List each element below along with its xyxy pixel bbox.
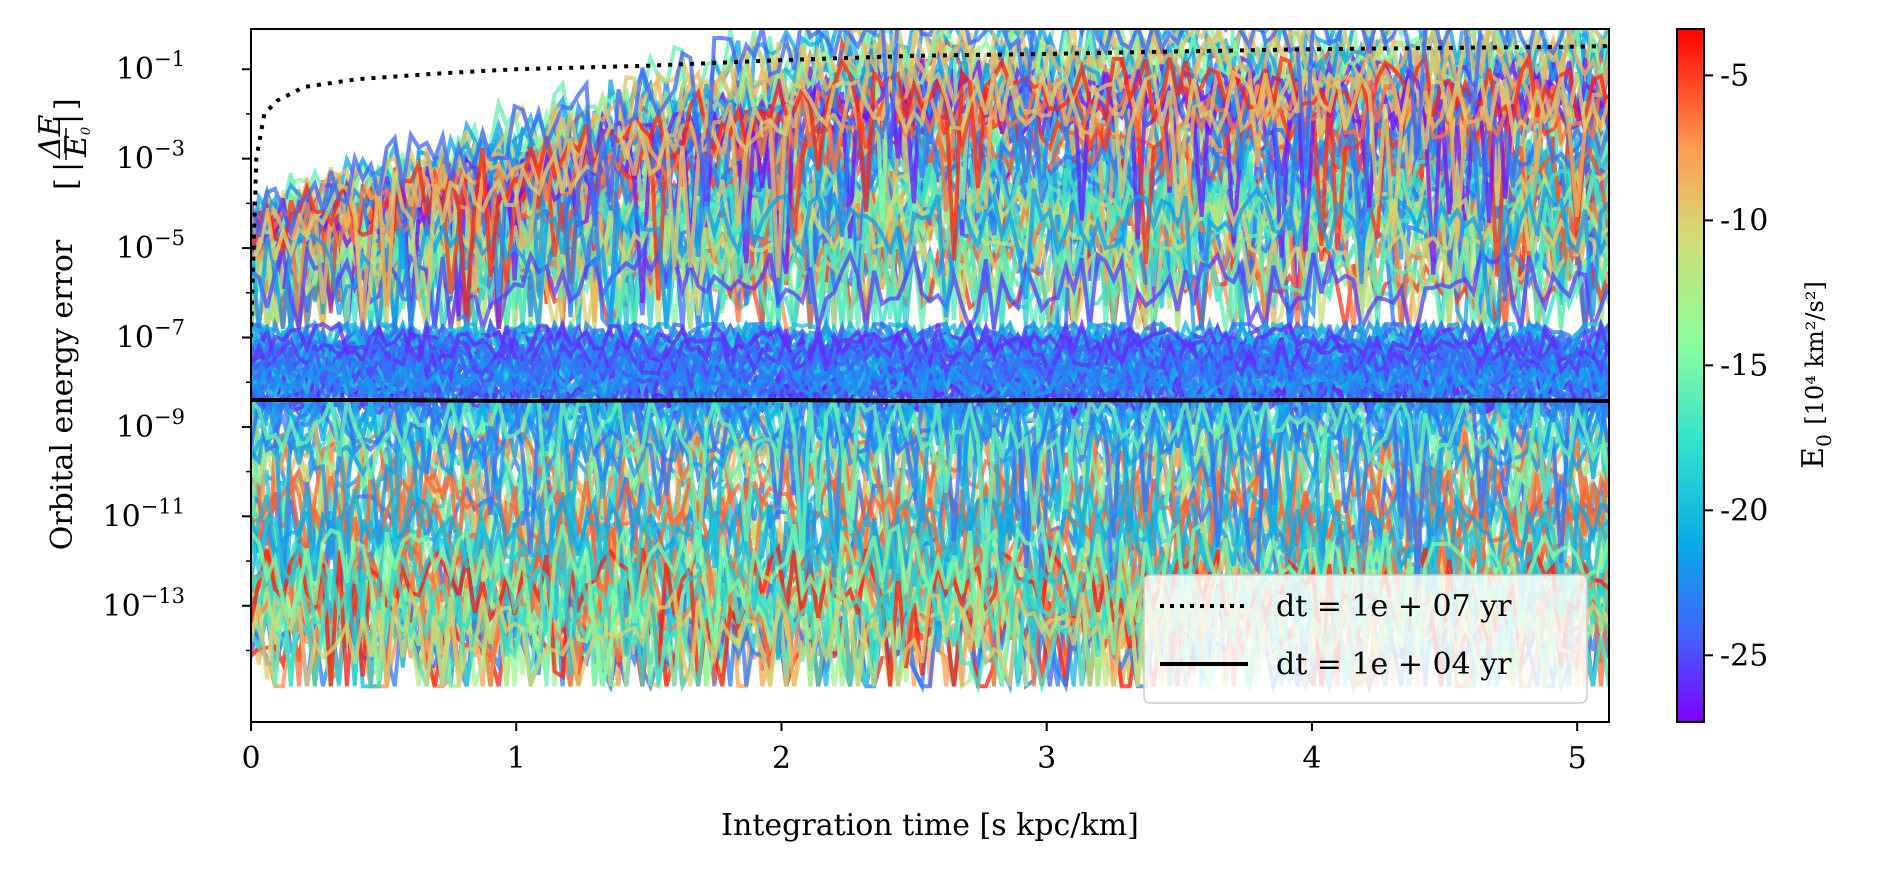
y-tick-label: 10−5 bbox=[116, 226, 185, 266]
orbit-error-curve bbox=[251, 364, 1609, 418]
y-formula-bar-open: | bbox=[49, 162, 84, 172]
legend-label-dotted: dt = 1e + 07 yr bbox=[1276, 589, 1512, 624]
y-axis-label: Orbital energy error [ | ΔE E0 | ] bbox=[33, 98, 94, 550]
y-tick-label: 10−13 bbox=[102, 584, 185, 624]
svg-text:E0 [10⁴ km²/s²]: E0 [10⁴ km²/s²] bbox=[1796, 281, 1836, 469]
series-lines bbox=[251, 44, 1609, 404]
colorbar-label: E0 [10⁴ km²/s²] bbox=[1796, 281, 1836, 469]
orbit-error-curve bbox=[251, 516, 1609, 687]
y-formula-bracket-open: [ bbox=[49, 178, 84, 190]
x-axis-label: Integration time [s kpc/km] bbox=[721, 808, 1139, 843]
colorbar-tick-label: -15 bbox=[1720, 348, 1768, 383]
y-axis-label-text: Orbital energy error bbox=[45, 239, 80, 550]
orbit-error-curve bbox=[251, 481, 1609, 676]
colorbar: -5 -10 -15 -20 -25 E0 [10⁴ km²/s²] bbox=[1676, 28, 1836, 723]
y-tick-label: 10−9 bbox=[116, 405, 185, 445]
orbit-error-curve bbox=[251, 392, 1609, 579]
colorbar-tick-label: -20 bbox=[1720, 493, 1768, 528]
orbit-error-curve bbox=[251, 182, 1609, 336]
colorbar-gradient bbox=[1676, 28, 1705, 723]
legend-label-solid: dt = 1e + 04 yr bbox=[1276, 647, 1512, 682]
y-tick-label: 10−3 bbox=[116, 137, 185, 177]
legend-box bbox=[1143, 574, 1588, 704]
orbit-error-curve bbox=[251, 230, 1609, 330]
orbit-error-curve bbox=[251, 393, 1609, 583]
y-tick-label: 10−11 bbox=[102, 494, 185, 534]
orbit-error-curve bbox=[251, 51, 1609, 317]
legend: dt = 1e + 07 yr dt = 1e + 04 yr bbox=[1143, 574, 1588, 704]
x-tick-label: 3 bbox=[1037, 741, 1056, 776]
colorbar-label-unit: [10⁴ km²/s²] bbox=[1801, 281, 1829, 424]
x-tick-label: 0 bbox=[241, 741, 260, 776]
y-formula-numerator: ΔE bbox=[33, 114, 68, 159]
plot-frame bbox=[250, 28, 1610, 723]
x-tick-label: 5 bbox=[1568, 741, 1587, 776]
orbit-error-curve bbox=[251, 29, 1609, 310]
colorbar-tick-label: -5 bbox=[1720, 58, 1749, 93]
x-tick-label: 4 bbox=[1302, 741, 1321, 776]
y-tick-label: 10−1 bbox=[116, 47, 185, 87]
y-formula-bar-close: | bbox=[49, 114, 84, 124]
colorbar-tick-label: -10 bbox=[1720, 203, 1768, 238]
colorbar-ticks: -5 -10 -15 -20 -25 bbox=[1704, 58, 1768, 673]
colorbar-tick-label: -25 bbox=[1720, 638, 1768, 673]
series-line-dt-1e07 bbox=[251, 44, 1609, 338]
colorbar-label-main: E bbox=[1796, 447, 1831, 469]
orbit-error-curve bbox=[251, 67, 1609, 330]
x-axis: 0 1 2 3 4 5 bbox=[241, 722, 1587, 776]
y-axis-label-formula: [ | ΔE E0 | ] bbox=[33, 98, 94, 190]
orbit-error-curve bbox=[251, 339, 1609, 391]
orbit-error-curve bbox=[251, 238, 1609, 336]
orbit-error-curve bbox=[251, 243, 1609, 337]
x-tick-label: 2 bbox=[772, 741, 791, 776]
series-line-dt-1e04 bbox=[251, 397, 1609, 404]
orbit-error-curve bbox=[251, 392, 1609, 569]
orbit-error-curve bbox=[251, 29, 1566, 240]
x-tick-label: 1 bbox=[507, 741, 526, 776]
y-tick-label: 10−7 bbox=[116, 315, 185, 355]
y-axis: 10−1 10−3 10−5 10−7 10−9 10−11 10−13 bbox=[102, 47, 251, 652]
y-formula-bracket-close: ] bbox=[49, 98, 84, 110]
colorbar-label-sub: 0 bbox=[1812, 434, 1836, 447]
